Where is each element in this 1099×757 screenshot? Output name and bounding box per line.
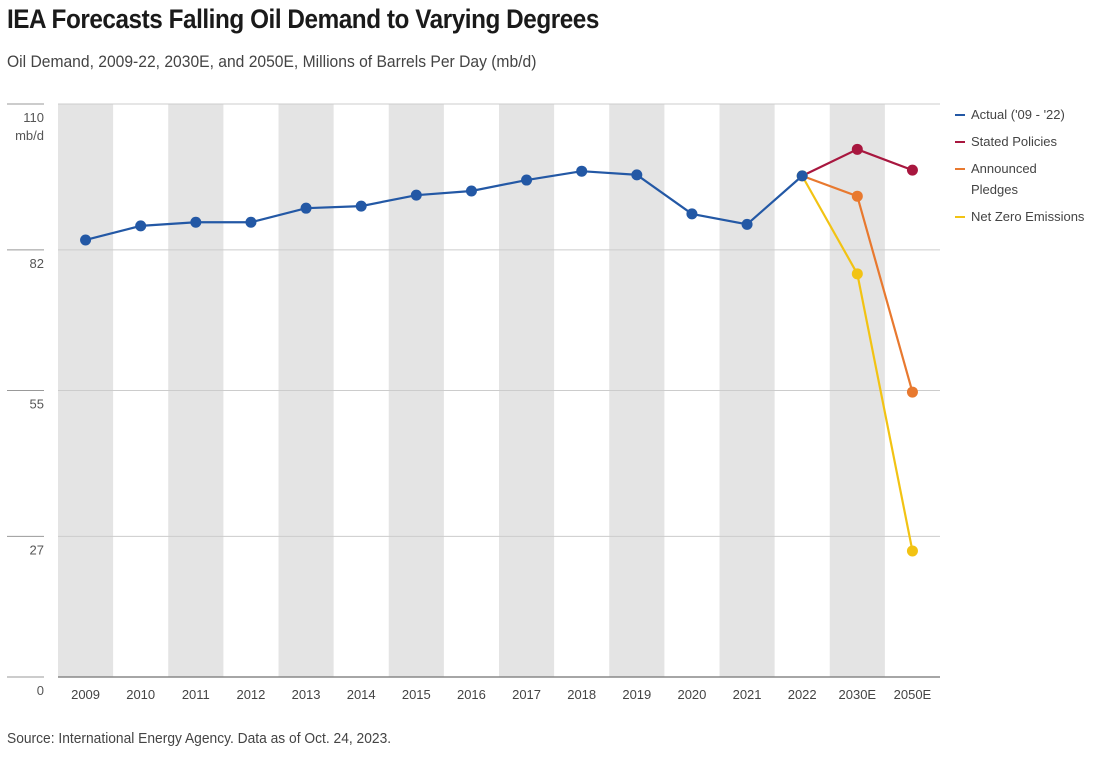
legend-label: Announced Pledges	[971, 161, 1037, 197]
legend-swatch	[955, 114, 965, 116]
data-point	[741, 218, 753, 230]
y-tick-label: 27	[30, 542, 44, 557]
data-point	[190, 216, 202, 228]
chart-subtitle: Oil Demand, 2009-22, 2030E, and 2050E, M…	[7, 52, 537, 71]
legend-swatch	[955, 168, 965, 170]
data-point	[851, 268, 863, 280]
data-point	[80, 234, 92, 246]
data-point	[135, 220, 147, 232]
legend: Actual ('09 - '22) Stated Policies Announc…	[955, 104, 1084, 233]
data-point	[851, 143, 863, 155]
x-tick-label: 2030E	[839, 687, 877, 702]
data-point	[906, 386, 918, 398]
data-point	[245, 216, 257, 228]
y-tick-label: 55	[30, 397, 44, 412]
x-tick-label: 2009	[71, 687, 100, 702]
y-tick-label: 0	[37, 683, 44, 698]
legend-label: Net Zero Emissions	[971, 209, 1085, 224]
data-point	[796, 170, 808, 182]
legend-item: Stated Policies	[955, 131, 1084, 152]
data-point	[355, 200, 367, 212]
x-tick-label: 2018	[567, 687, 596, 702]
series-line-0	[85, 170, 803, 242]
x-tick-label: 2022	[788, 687, 817, 702]
x-tick-label: 2016	[457, 687, 486, 702]
chart-title: IEA Forecasts Falling Oil Demand to Vary…	[7, 4, 599, 34]
x-tick-label: 2017	[512, 687, 541, 702]
data-point	[465, 185, 477, 197]
legend-label: Actual ('09 - '22)	[971, 107, 1065, 122]
legend-item: Announced Pledges	[955, 158, 1084, 200]
data-point	[300, 202, 312, 214]
x-tick-label: 2011	[182, 687, 210, 702]
y-tick-label: 110	[23, 110, 44, 125]
data-point	[631, 169, 643, 181]
data-point	[906, 164, 918, 176]
x-tick-label: 2014	[347, 687, 376, 702]
x-tick-label: 2012	[236, 687, 265, 702]
legend-item: Actual ('09 - '22)	[955, 104, 1084, 125]
data-point	[410, 189, 422, 201]
data-point	[851, 190, 863, 202]
x-tick-label: 2019	[622, 687, 651, 702]
y-axis-unit-label: mb/d	[15, 128, 44, 143]
x-tick-label: 2013	[292, 687, 321, 702]
data-point	[521, 174, 533, 186]
source-note: Source: International Energy Agency. Dat…	[7, 730, 392, 747]
legend-swatch	[955, 216, 965, 218]
legend-item: Net Zero Emissions	[955, 206, 1084, 227]
data-point	[686, 208, 698, 220]
x-tick-label: 2015	[402, 687, 431, 702]
data-point	[576, 165, 588, 177]
x-tick-label: 2020	[677, 687, 706, 702]
data-point	[906, 545, 918, 557]
legend-swatch	[955, 141, 965, 143]
y-tick-label: 82	[30, 256, 44, 271]
x-tick-label: 2010	[126, 687, 155, 702]
x-tick-label: 2050E	[894, 687, 932, 702]
x-tick-label: 2021	[733, 687, 762, 702]
legend-label: Stated Policies	[971, 134, 1057, 149]
